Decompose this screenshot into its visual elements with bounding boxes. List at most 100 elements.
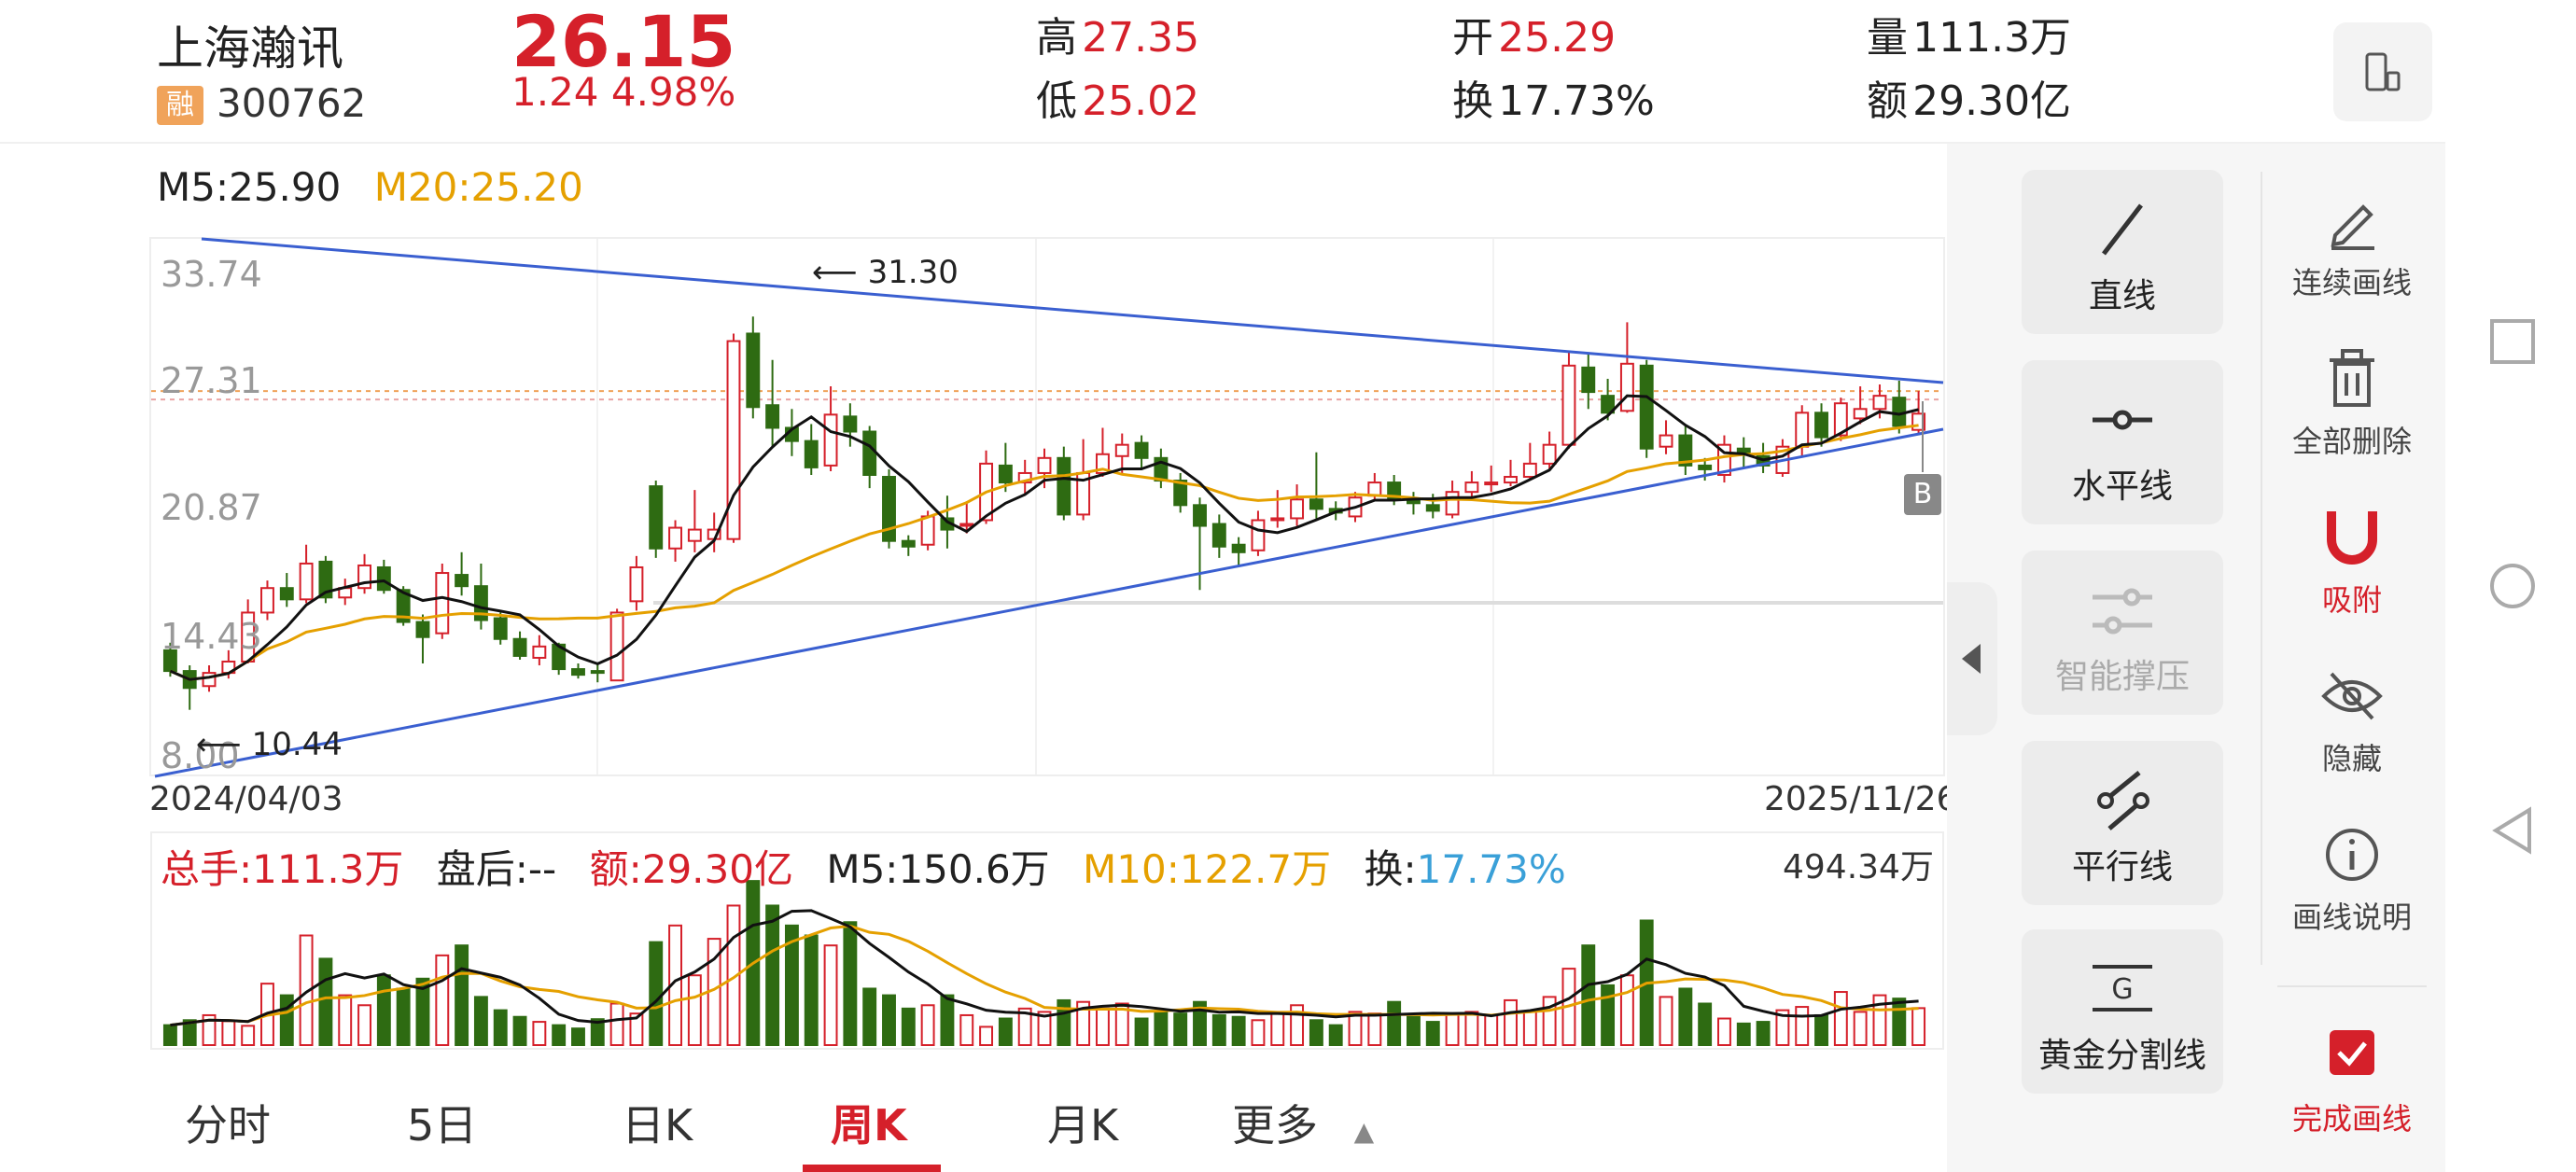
tool-horizontal-line[interactable]: 水平线 [2022,360,2223,524]
volume-bar [1833,991,1848,1046]
vol-m10-label: M10:122.7万 [1083,846,1332,892]
stat-high-label: 高 [1036,14,1077,62]
candle-body [279,587,294,601]
candle-body [920,515,935,546]
tool-golden-section[interactable]: G 黄金分割线 [2022,929,2223,1094]
candle-body [862,430,877,476]
stat-amount-label: 额 [1867,77,1908,125]
snap-toggle-button[interactable]: 吸附 [2277,504,2427,620]
tab-weekly-k[interactable]: 周K [831,1100,907,1151]
landscape-toggle-button[interactable] [2333,22,2432,121]
home-icon[interactable] [2483,556,2542,616]
volume-bar [1076,1000,1091,1046]
volume-bar [318,957,333,1046]
tab-daily-k[interactable]: 日K [622,1100,693,1151]
candle-body [1290,498,1305,520]
candle-body [998,464,1013,484]
volume-bar [1911,1007,1926,1046]
buy-signal-badge[interactable]: B [1904,474,1941,515]
low-marker-value: 10.44 [251,726,343,763]
volume-bar [1795,1006,1810,1046]
volume-bar [1717,1017,1731,1046]
tab-intraday[interactable]: 分时 [185,1100,271,1151]
candle-body [882,476,896,542]
side-button-label: 完成画线 [2291,1101,2412,1137]
finish-drawing-button[interactable]: 完成画线 [2277,1023,2427,1138]
volume-bar [1581,944,1596,1046]
drawing-help-button[interactable]: 画线说明 [2277,821,2427,937]
kline-chart-frame[interactable] [149,237,1945,776]
end-date: 2025/11/26 [1764,780,1958,818]
tab-5day[interactable]: 5日 [407,1100,478,1151]
volume-bar [1134,1017,1149,1046]
tool-label: 水平线 [2071,467,2173,506]
recent-apps-icon[interactable] [2483,312,2542,371]
continuous-draw-button[interactable]: 连续画线 [2277,187,2427,302]
volume-bar [862,987,877,1046]
horizontal-line-icon [2093,410,2152,430]
candle-body [1367,481,1382,497]
delete-all-button[interactable]: 全部删除 [2277,345,2427,461]
stat-amount-value: 29.30亿 [1912,77,2072,125]
volume-bar [784,924,799,1046]
start-date: 2024/04/03 [149,780,343,818]
volume-bar [396,987,411,1046]
candle-body [1251,519,1266,551]
volume-bar [1114,1002,1129,1046]
ma-legend: M5:25.90 M20:25.20 [157,164,583,210]
tool-straight-line[interactable]: 直线 [2022,170,2223,334]
volume-bar [202,1013,217,1046]
candle-body [1522,462,1537,479]
lower-trendline [154,427,1944,778]
candle-body [590,670,605,675]
side-button-label: 全部删除 [2291,424,2412,459]
volume-bar [687,974,702,1046]
candle-body [629,565,644,603]
volume-bar [940,994,955,1046]
tool-parallel-line[interactable]: 平行线 [2022,741,2223,905]
left-arrow-icon: ⟵ [196,726,242,763]
volume-bar [1095,1007,1110,1046]
collapse-panel-button[interactable] [1947,582,1997,735]
volume-bar [182,1019,197,1046]
low-marker: ⟵ 10.44 [196,726,343,763]
ma5-line [169,394,1919,681]
y-tick-label: 27.31 [161,360,262,401]
candle-body [1833,402,1848,437]
stat-open: 开 25.29 [1452,4,1616,63]
ma20-line [169,424,1919,681]
candle-body [415,621,430,638]
turnover-value: 17.73% [1416,846,1566,892]
volume-bar [1464,1011,1479,1046]
volume-bar [765,904,780,1046]
candle-body [1872,395,1887,411]
tool-smart-support[interactable]: 智能撑压 [2022,551,2223,715]
candle-body [1504,476,1518,484]
stat-low-value: 25.02 [1082,77,1200,125]
panel-divider [2277,985,2427,987]
svg-text:G: G [2111,973,2133,1006]
volume-bar [1756,1021,1771,1046]
side-button-label: 吸附 [2321,582,2382,618]
stat-volume-value: 111.3万 [1912,14,2072,62]
hide-drawings-button[interactable]: 隐藏 [2277,663,2427,778]
price-change: 1.24 4.98% [511,69,736,115]
high-marker: ⟵ 31.30 [812,254,959,291]
volume-bar [1659,996,1673,1046]
y-tick-label: 20.87 [161,487,262,528]
current-price: 26.15 [511,0,736,83]
upper-trendline [201,237,1944,384]
candle-body [1795,412,1810,448]
tab-monthly-k[interactable]: 月K [1047,1100,1119,1151]
volume-bar [1348,1011,1363,1046]
tool-label: 平行线 [2071,848,2173,886]
candle-body [765,404,780,429]
volume-bar [1814,1013,1828,1046]
stat-low-label: 低 [1036,77,1077,125]
tab-more[interactable]: 更多 ▲ [1232,1092,1374,1153]
candle-body [396,589,411,623]
volume-frame [150,831,1944,1050]
stat-turnover: 换 17.73% [1452,67,1655,127]
info-icon [2326,829,2378,881]
back-icon[interactable] [2483,801,2542,860]
